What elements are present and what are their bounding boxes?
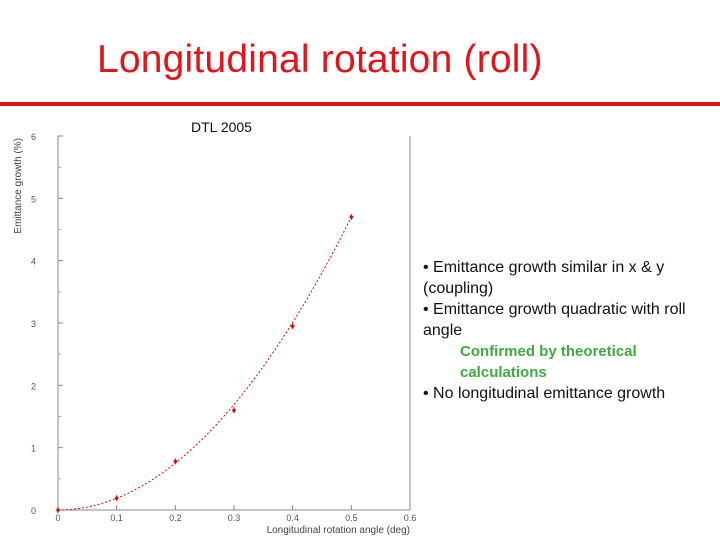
data-point	[290, 324, 295, 328]
x-tick-label: 0.6	[404, 513, 417, 523]
fit-curve	[57, 216, 352, 511]
x-tick-label: 0.5	[345, 513, 358, 523]
slide-title: Longitudinal rotation (roll)	[97, 38, 543, 81]
note-confirmed: Confirmed by theoretical calculations	[460, 343, 637, 381]
x-axis-label: Longitudinal rotation angle (deg)	[267, 525, 410, 536]
note-coupling: • Emittance growth similar in x & y (cou…	[423, 259, 665, 297]
chart-caption: DTL 2005	[191, 119, 252, 135]
y-tick-label: 2	[31, 381, 36, 391]
x-tick-label: 0	[55, 513, 60, 523]
data-point	[173, 459, 178, 464]
y-tick-label: 3	[31, 319, 36, 329]
x-tick-label: 0.3	[228, 513, 241, 523]
data-point	[349, 215, 354, 219]
data-point	[56, 508, 60, 512]
note-quadratic: • Emittance growth quadratic with roll a…	[423, 301, 686, 339]
emittance-chart: 0 1 2 3 4 5 6 0 0.1 0.2 0.3 0.4 0.5 0.6 Longitudinal …	[13, 132, 416, 536]
chart-ticks: 0 1 2 3 4 5 6 0 0.1 0.2 0.3 0.4 0.5 0.6	[31, 132, 416, 523]
y-tick-label: 4	[31, 257, 36, 267]
data-point	[114, 496, 119, 500]
title-divider	[0, 102, 720, 106]
y-tick-label: 1	[31, 444, 36, 454]
chart-fit-curve	[57, 216, 352, 511]
y-axis-label: Emittance growth (%)	[13, 138, 24, 234]
y-tick-label: 0	[31, 506, 36, 516]
x-tick-label: 0.1	[110, 513, 123, 523]
note-longitudinal: • No longitudinal emittance growth	[423, 385, 666, 402]
data-point	[232, 408, 236, 413]
x-tick-label: 0.4	[286, 513, 299, 523]
notes-panel: • Emittance growth similar in x & y (cou…	[423, 257, 713, 404]
y-tick-label: 5	[31, 194, 36, 204]
x-tick-label: 0.2	[169, 513, 182, 523]
chart-points	[56, 214, 354, 513]
chart-axes	[57, 136, 411, 511]
y-tick-label: 6	[31, 132, 36, 142]
